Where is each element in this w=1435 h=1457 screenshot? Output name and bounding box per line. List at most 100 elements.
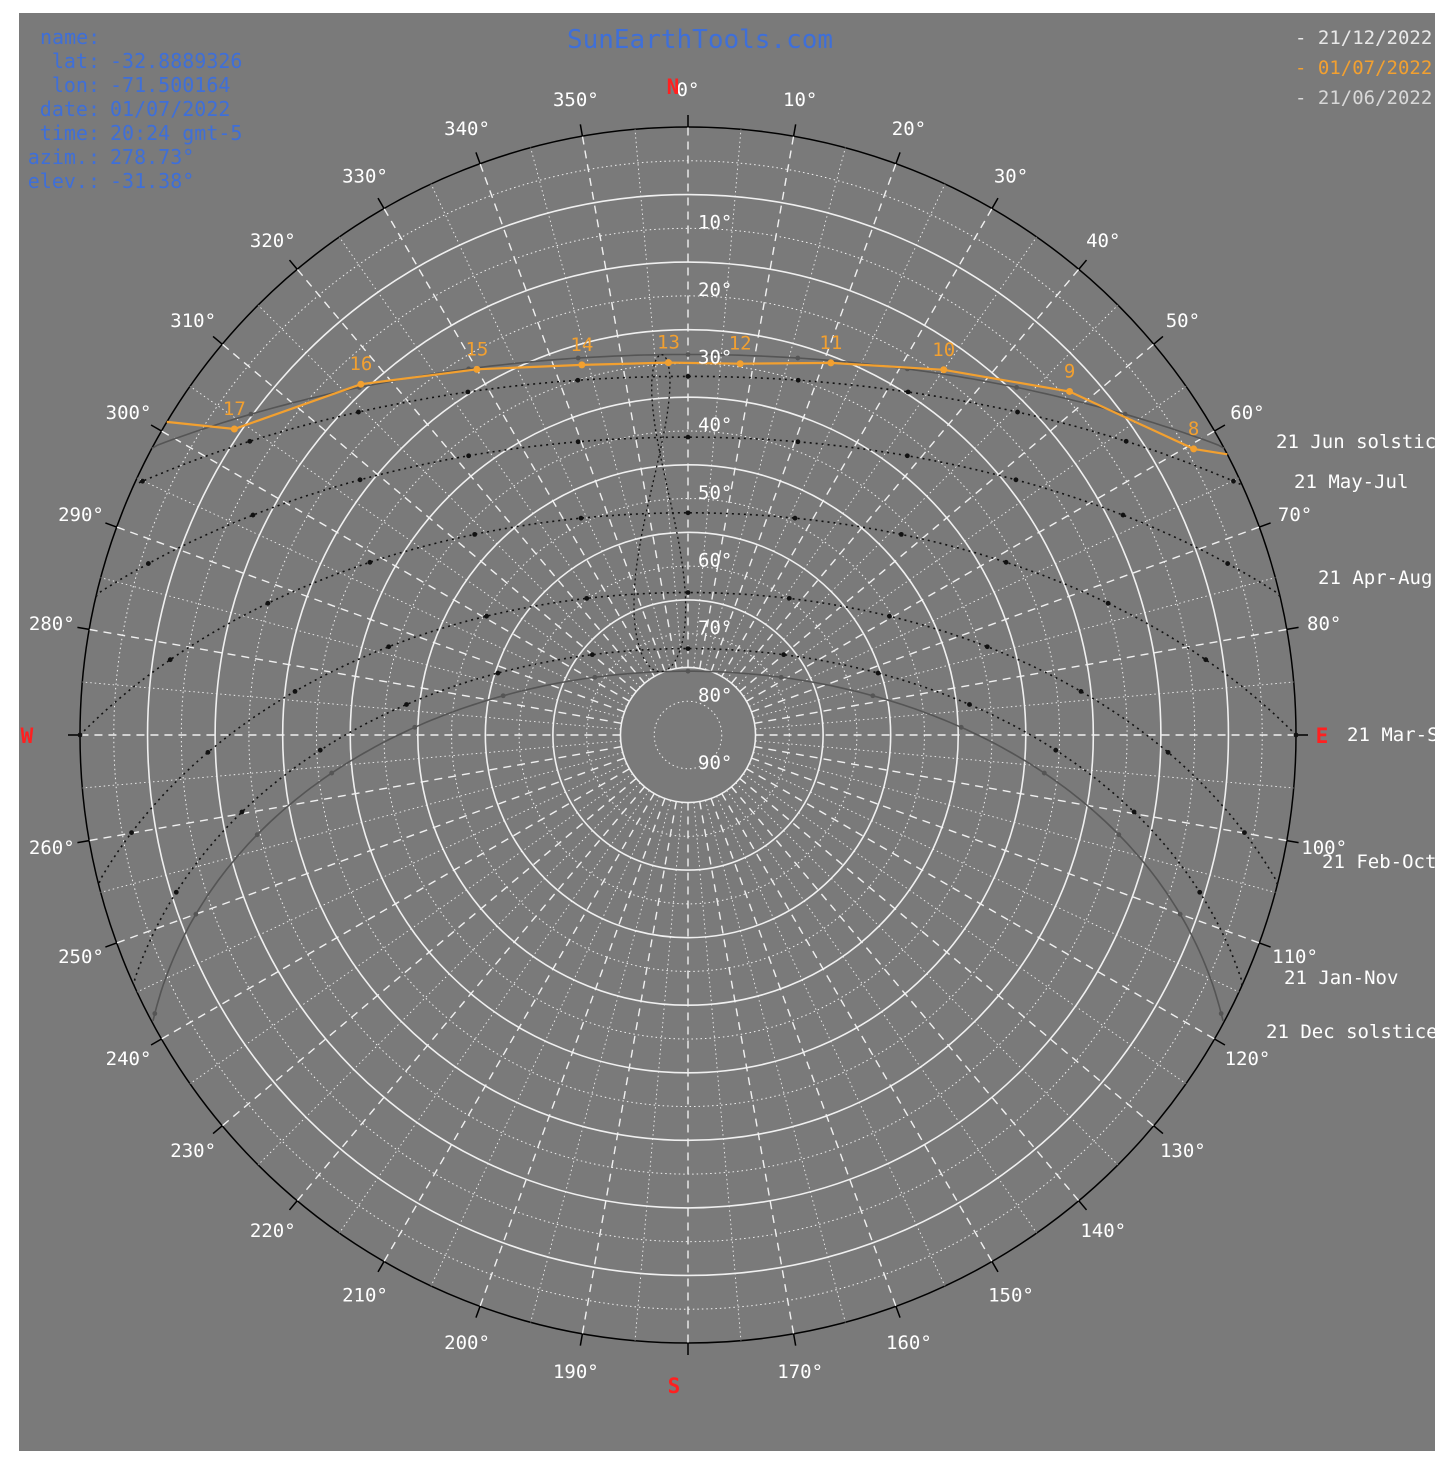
sun-path-hour-mark: [786, 595, 792, 601]
azimuth-ray: [753, 577, 1276, 718]
azimuth-ray: [753, 752, 1276, 893]
sun-path-hour-mark: [795, 355, 801, 361]
sun-path-hour-mark: [356, 409, 361, 415]
current-day-hour-label: 12: [729, 333, 752, 355]
azimuth-ray: [746, 430, 1215, 702]
azimuth-tick: [1214, 1038, 1226, 1046]
sun-path-hour-mark: [386, 644, 392, 650]
legend-entry-dec: - 21/12/2022: [1295, 27, 1432, 49]
lat-label: lat:: [52, 49, 100, 73]
sun-path-hour-mark: [367, 559, 373, 565]
sun-path-hour-mark: [1197, 889, 1203, 895]
azimuth-ray: [338, 236, 650, 680]
azimuth-tick: [377, 1261, 385, 1273]
analemma-curve: [633, 354, 687, 673]
path-label-may-jul: 21 May-Jul: [1294, 471, 1408, 493]
azimuth-ray: [716, 796, 946, 1287]
azimuth-ray: [530, 800, 671, 1323]
legend-entry-current: - 01/07/2022: [1295, 57, 1432, 79]
current-day-hour-point: [473, 365, 481, 373]
azimuth-ray: [383, 208, 655, 677]
azimuth-ray: [634, 802, 683, 1341]
sun-path-hour-mark: [887, 613, 892, 619]
azimuth-tick: [1153, 1125, 1164, 1135]
sun-path-hour-mark: [205, 749, 211, 755]
azimuth-ray: [710, 163, 897, 672]
azimuth-tick: [792, 1333, 797, 1346]
azimuth-ray: [751, 757, 1260, 944]
sun-path-hour-mark: [167, 657, 173, 663]
sun-path-hour-mark: [248, 411, 254, 417]
azimuth-tick-label: 100°: [1301, 837, 1347, 859]
sun-path-hour-mark: [578, 515, 584, 521]
sun-path-hour-mark: [1014, 384, 1019, 390]
current-day-hour-label: 10: [932, 339, 955, 361]
elevation-ring: [552, 599, 824, 871]
azimuth-tick-label: 240°: [106, 1048, 152, 1070]
lon-label: lon:: [52, 73, 100, 97]
sun-path-hour-mark: [1123, 438, 1129, 444]
sun-path-line: [135, 375, 1241, 486]
azimuth-tick: [288, 259, 298, 270]
azimuth-tick: [991, 1261, 999, 1273]
azim-value: 278.73°: [110, 145, 194, 169]
elevation-ring: [214, 261, 1162, 1209]
azimuth-tick-label: 290°: [58, 504, 104, 526]
path-label-jan-nov: 21 Jan-Nov: [1284, 967, 1398, 989]
site-title: SunEarthTools.com: [567, 25, 833, 55]
time-value: 20:24 gmt-5: [110, 121, 242, 145]
sun-path-hour-mark: [685, 434, 691, 440]
sun-path-hour-mark: [795, 377, 801, 383]
azimuth-ray: [746, 768, 1215, 1040]
elevation-tick-label: 20°: [698, 279, 732, 301]
sun-path-hour-mark: [484, 613, 489, 619]
cardinal-west: W: [21, 724, 34, 748]
azimuth-tick-label: 160°: [886, 1332, 932, 1354]
date-label: date:: [40, 97, 100, 121]
sun-path-hour-mark: [466, 453, 472, 459]
sun-paths: [77, 352, 1299, 1022]
azimuth-ray: [116, 526, 625, 713]
sun-path-hour-mark: [77, 732, 83, 738]
azimuth-tick-label: 70°: [1278, 504, 1312, 526]
azimuth-ray: [735, 782, 1119, 1166]
current-day-hour-point: [736, 360, 744, 368]
azimuth-tick: [77, 839, 90, 844]
azimuth-ray: [189, 773, 633, 1085]
azimuth-tick-label: 320°: [250, 230, 296, 252]
elevation-ring: [315, 362, 1061, 1108]
sun-path-hour-mark: [898, 531, 904, 537]
sun-path-hour-mark: [1053, 747, 1059, 753]
azimuth-ray: [100, 752, 623, 893]
sun-path-hour-mark: [905, 389, 911, 395]
sun-path-hour-mark: [412, 724, 418, 730]
sun-path-hour-mark: [404, 702, 409, 707]
elev-label: elev.:: [28, 169, 100, 193]
sun-path-hour-mark: [247, 438, 253, 444]
elevation-ring: [383, 430, 993, 1040]
sun-path-hour-mark: [685, 373, 691, 379]
azimuth-ray: [751, 526, 1260, 713]
elev-value: -31.38°: [110, 169, 194, 193]
azimuth-ray: [89, 628, 622, 724]
sun-path-hour-mark: [1122, 411, 1128, 417]
sun-path-hour-mark: [250, 512, 256, 518]
azimuth-tick: [377, 197, 385, 209]
current-day-hour-label: 8: [1188, 418, 1199, 440]
azimuth-ray: [726, 236, 1038, 680]
azimuth-ray: [221, 343, 637, 693]
sun-path-hour-mark: [292, 688, 298, 694]
sun-path-hour-mark: [685, 668, 691, 674]
azimuth-tick-label: 50°: [1166, 310, 1200, 332]
sun-path-hour-mark: [575, 355, 581, 361]
elevation-tick-label: 40°: [698, 414, 732, 436]
azimuth-tick-label: 260°: [29, 837, 75, 859]
sun-path-hour-mark: [1131, 809, 1137, 815]
azimuth-tick-label: 130°: [1160, 1140, 1206, 1162]
azimuth-ray: [430, 796, 660, 1287]
azimuth-tick-label: 170°: [777, 1361, 823, 1383]
path-label-apr-aug: 21 Apr-Aug: [1318, 567, 1432, 589]
sun-path-hour-mark: [500, 693, 506, 699]
elevation-ring: [146, 193, 1230, 1277]
azimuth-ray: [581, 136, 677, 669]
